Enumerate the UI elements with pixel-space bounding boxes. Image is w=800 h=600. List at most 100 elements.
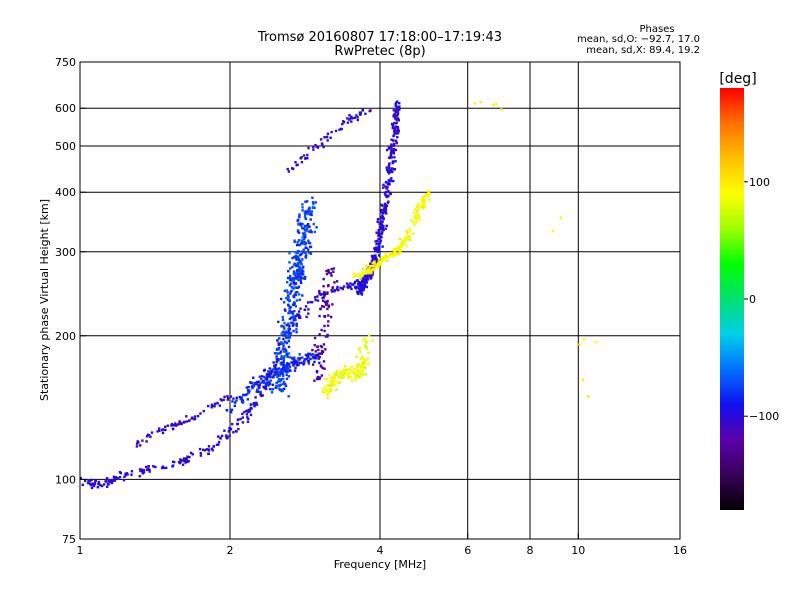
data-point: [303, 308, 306, 311]
data-point: [332, 373, 336, 377]
data-point: [311, 206, 315, 210]
data-point: [329, 387, 332, 391]
data-point: [230, 408, 234, 411]
data-point: [328, 374, 331, 377]
data-point: [384, 185, 387, 188]
y-tick-label: 750: [55, 56, 76, 69]
data-point: [283, 308, 287, 311]
data-point: [326, 301, 329, 304]
data-point: [395, 107, 398, 110]
data-point: [386, 256, 389, 259]
data-point: [249, 381, 252, 384]
data-point: [210, 403, 214, 406]
data-point: [316, 146, 320, 149]
data-point: [382, 217, 385, 220]
data-point: [357, 375, 361, 379]
data-point: [374, 246, 377, 249]
data-point: [380, 256, 384, 259]
data-point: [105, 478, 108, 482]
data-point: [296, 264, 299, 267]
data-point: [211, 449, 214, 452]
data-point: [316, 377, 319, 381]
data-point: [255, 403, 259, 406]
data-point: [420, 206, 423, 209]
data-point: [306, 225, 309, 229]
data-point: [344, 373, 348, 376]
data-point: [286, 362, 289, 365]
data-point: [280, 377, 284, 381]
data-point: [260, 377, 263, 381]
data-point: [333, 376, 337, 379]
data-point: [275, 358, 278, 361]
data-point: [342, 376, 345, 379]
data-point: [199, 412, 202, 415]
data-point: [252, 383, 255, 387]
x-tick-label: 8: [527, 544, 534, 557]
data-point: [395, 121, 398, 125]
data-point: [389, 145, 393, 148]
data-point: [158, 427, 161, 430]
data-point: [339, 375, 342, 379]
data-point: [372, 264, 376, 268]
data-point: [327, 320, 330, 323]
data-point: [342, 121, 346, 124]
data-point: [235, 430, 238, 433]
data-point: [397, 129, 400, 132]
data-point: [594, 341, 598, 344]
data-point: [388, 179, 391, 183]
data-point: [392, 179, 395, 183]
data-point: [240, 396, 243, 399]
data-point: [288, 331, 291, 334]
data-point: [326, 333, 329, 337]
data-point: [130, 470, 134, 473]
data-point: [302, 248, 305, 251]
data-point: [298, 213, 301, 216]
data-point: [300, 239, 303, 242]
data-point: [297, 223, 300, 226]
data-point: [259, 392, 262, 395]
data-point: [312, 222, 315, 226]
data-point: [382, 186, 385, 189]
data-point: [228, 434, 231, 437]
data-point: [186, 455, 189, 458]
data-point: [427, 191, 430, 194]
data-point: [367, 351, 370, 354]
data-point: [282, 364, 286, 367]
data-point: [290, 289, 293, 293]
y-tick-label: 75: [62, 533, 76, 546]
data-point: [228, 427, 231, 430]
phase-stats-x: mean, sd,X: 89.4, 19.2: [586, 45, 700, 56]
data-point: [261, 394, 264, 397]
data-point: [301, 294, 304, 297]
data-point: [342, 285, 346, 288]
data-point: [267, 370, 270, 373]
data-point: [393, 129, 397, 132]
data-point: [326, 292, 329, 295]
data-point: [295, 271, 299, 274]
data-point: [320, 142, 324, 145]
data-point: [364, 358, 367, 362]
data-point: [390, 177, 393, 180]
data-point: [309, 357, 312, 361]
data-point: [285, 369, 288, 372]
data-point: [338, 128, 341, 131]
data-point: [185, 415, 188, 418]
data-point: [122, 479, 126, 482]
data-point: [242, 393, 245, 397]
data-point: [381, 245, 384, 248]
data-point: [199, 454, 203, 457]
data-point: [161, 428, 164, 432]
data-point: [405, 230, 408, 233]
data-point: [288, 299, 291, 303]
data-point: [386, 259, 389, 263]
data-point: [327, 304, 330, 307]
data-point: [375, 266, 378, 269]
data-point: [305, 224, 309, 227]
data-point: [260, 375, 264, 378]
data-point: [170, 424, 173, 427]
data-point: [295, 299, 299, 302]
data-point: [300, 361, 303, 364]
data-point: [285, 341, 288, 345]
data-point: [268, 382, 272, 386]
data-point: [366, 357, 370, 360]
